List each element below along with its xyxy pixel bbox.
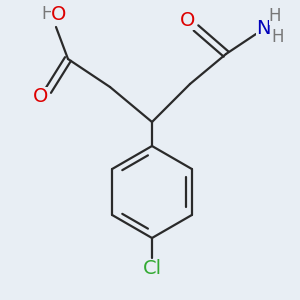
Text: N: N: [256, 20, 270, 38]
Text: H: H: [272, 28, 284, 46]
Text: H: H: [42, 5, 54, 23]
Text: O: O: [33, 86, 49, 106]
Text: Cl: Cl: [142, 260, 162, 278]
Text: O: O: [180, 11, 196, 29]
Text: O: O: [51, 4, 67, 23]
Text: H: H: [269, 7, 281, 25]
